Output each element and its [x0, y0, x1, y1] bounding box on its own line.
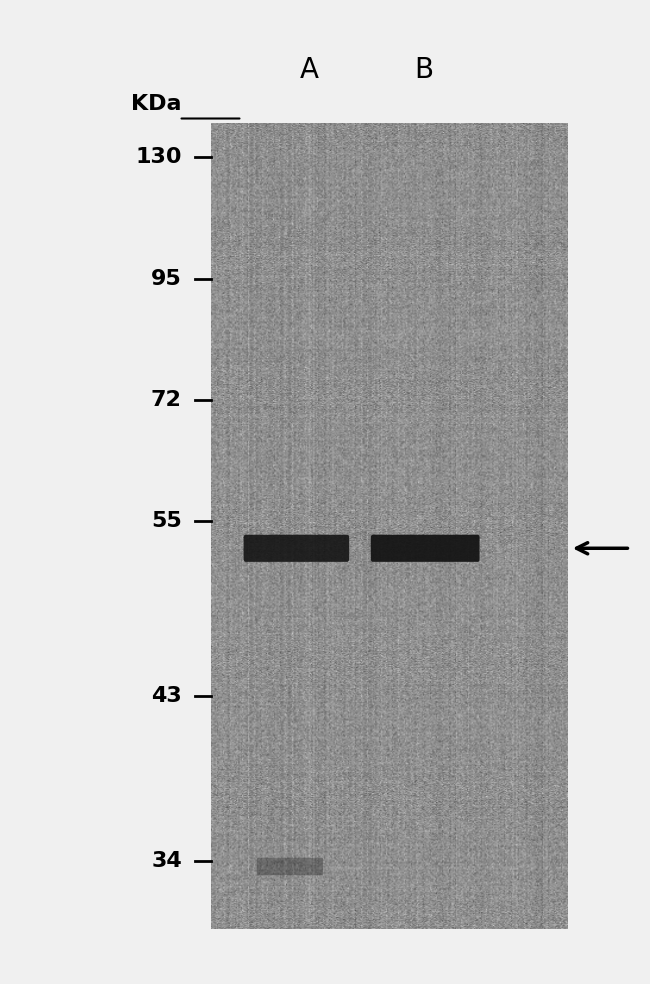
Text: 43: 43	[151, 686, 182, 706]
Text: 95: 95	[151, 269, 182, 288]
Text: 130: 130	[135, 148, 182, 167]
Text: 72: 72	[151, 390, 182, 410]
Text: B: B	[414, 56, 433, 84]
Text: KDa: KDa	[131, 93, 182, 114]
Text: A: A	[300, 56, 318, 84]
FancyBboxPatch shape	[244, 534, 349, 562]
Text: 34: 34	[151, 850, 182, 871]
FancyBboxPatch shape	[370, 534, 480, 562]
Text: 55: 55	[151, 511, 182, 531]
FancyBboxPatch shape	[257, 858, 323, 875]
